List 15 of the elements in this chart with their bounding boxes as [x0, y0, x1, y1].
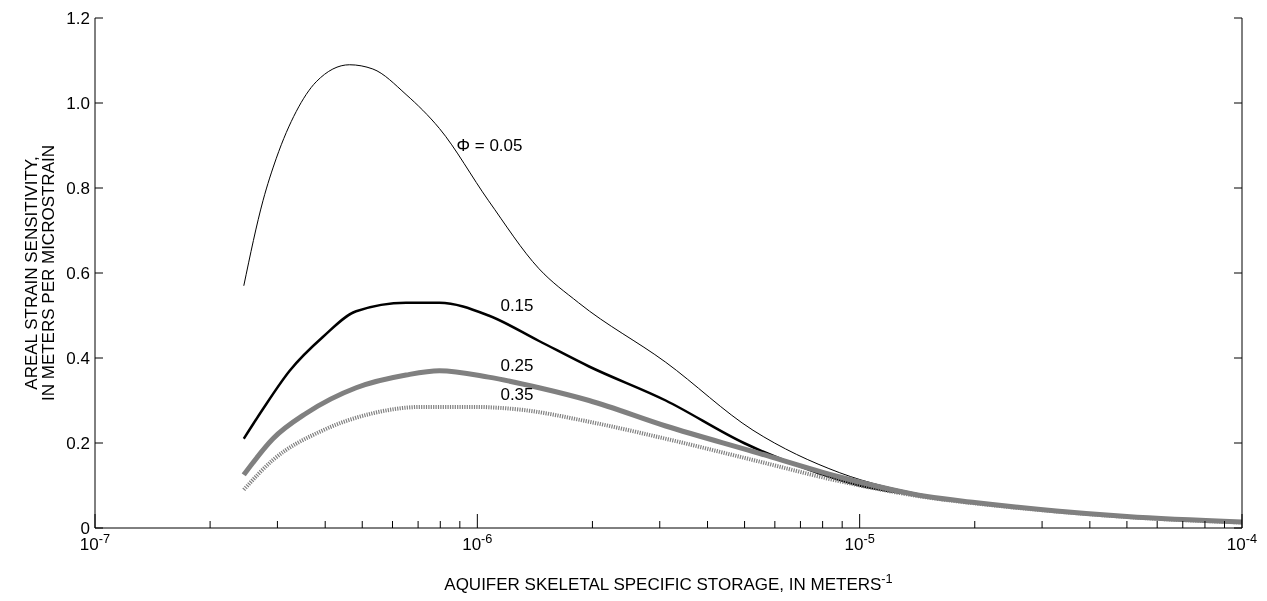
series-label: 0.35: [500, 385, 534, 405]
series-label: 0.25: [500, 355, 534, 375]
y-tick-label: 0.8: [66, 179, 90, 198]
y-tick-label: 0.4: [66, 349, 90, 368]
x-tick-label: 10$^{-6}$: [462, 530, 493, 554]
y-tick-label: 1.2: [66, 9, 90, 28]
x-tick-label: 10$^{-4}$: [1226, 530, 1258, 554]
y-tick-label: 0.6: [66, 264, 90, 283]
y-axis-title: AREAL STRAIN SENSITIVITY, IN METERS PER MICROSTRAIN: [22, 145, 58, 401]
y-tick-label: 0.2: [66, 434, 90, 453]
series-label: 0.15: [500, 296, 534, 316]
x-tick-label: 10$^{-5}$: [844, 530, 875, 554]
y-tick-label: 1.0: [66, 94, 90, 113]
x-axis-title: AQUIFER SKELETAL SPECIFIC STORAGE, IN METERS$^{-1}$: [444, 570, 893, 594]
series-label: Φ = 0.05: [456, 136, 523, 156]
